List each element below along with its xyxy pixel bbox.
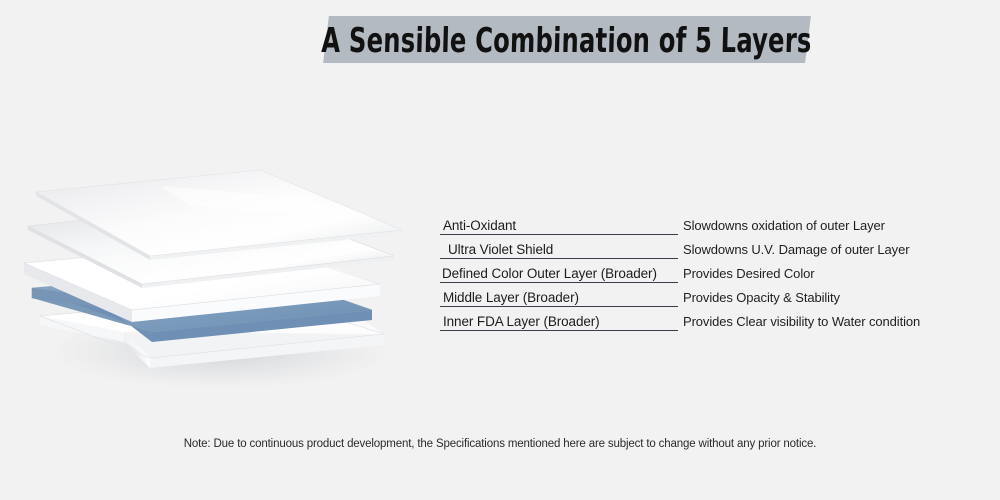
footer-note: Note: Due to continuous product developm… [183, 438, 817, 450]
callout-label: Defined Color Outer Layer (Broader) [442, 266, 657, 281]
callout-row: Middle Layer (Broader) Provides Opacity … [440, 284, 990, 308]
callout-row: Anti-Oxidant Slowdowns oxidation of oute… [440, 212, 990, 236]
callout-description: Provides Opacity & Stability [683, 290, 840, 305]
callout-leader-line [440, 258, 678, 259]
callout-list: Anti-Oxidant Slowdowns oxidation of oute… [440, 212, 990, 332]
title-banner: A Sensible Combination of 5 Layers [321, 16, 813, 63]
callout-leader-line [440, 282, 678, 283]
callout-label: Inner FDA Layer (Broader) [443, 314, 600, 329]
callout-label: Middle Layer (Broader) [443, 290, 579, 305]
callout-description: Provides Clear visibility to Water condi… [683, 314, 921, 329]
callout-description: Slowdowns oxidation of outer Layer [683, 218, 885, 233]
layer-stack-illustration [10, 120, 470, 400]
layer-stack-svg [23, 169, 403, 390]
callout-label: Anti-Oxidant [443, 218, 517, 233]
callout-leader-line [440, 234, 678, 235]
callout-description: Provides Desired Color [683, 266, 815, 281]
layer-anti-oxidant [35, 169, 403, 260]
callout-row: Inner FDA Layer (Broader) Provides Clear… [440, 308, 990, 332]
callout-description: Slowdowns U.V. Damage of outer Layer [683, 242, 910, 257]
page-title: A Sensible Combination of 5 Layers [321, 19, 813, 60]
callout-leader-line [440, 306, 678, 307]
callout-row: Defined Color Outer Layer (Broader) Prov… [440, 260, 990, 284]
callout-leader-line [440, 330, 678, 331]
callout-row: Ultra Violet Shield Slowdowns U.V. Damag… [440, 236, 990, 260]
callout-label: Ultra Violet Shield [448, 242, 554, 257]
